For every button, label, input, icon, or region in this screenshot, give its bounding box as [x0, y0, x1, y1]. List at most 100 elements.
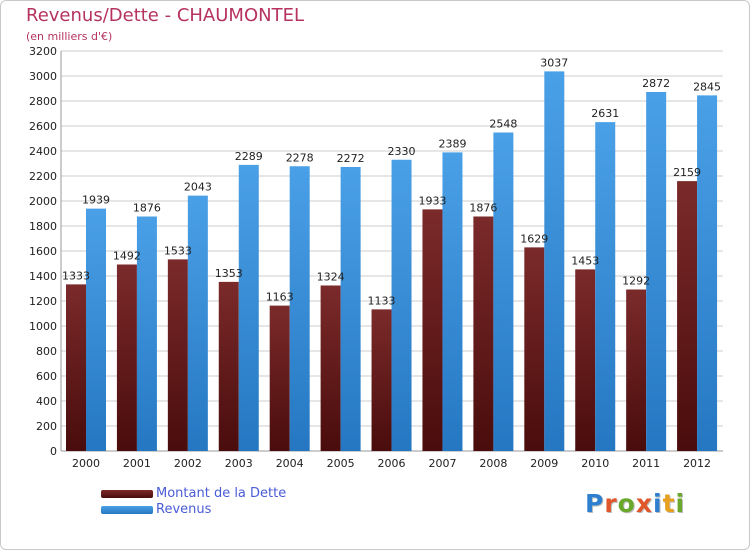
data-label-dette: 1453 [571, 254, 599, 267]
y-tick-label: 2000 [29, 195, 57, 208]
x-axis-ticks: 2000 2001 2002 2003 2004 2005 2006 2007 2008 2009… [72, 457, 711, 470]
data-label-revenus: 1876 [133, 202, 161, 215]
x-tick-label: 2003 [225, 457, 253, 470]
legend-label-revenus: Revenus [156, 502, 212, 517]
y-tick-label: 3200 [29, 45, 57, 58]
data-label-dette: 2159 [673, 166, 701, 179]
y-tick-label: 2400 [29, 145, 57, 158]
x-tick-label: 2006 [378, 457, 406, 470]
bar-dette [473, 216, 494, 451]
data-labels: 1333 1939 1492 1876 1533 2043 1353 2289 1163 2278… [62, 56, 721, 307]
y-tick-label: 2200 [29, 170, 57, 183]
data-label-dette: 1292 [622, 275, 650, 288]
logo-letter: P [585, 489, 605, 518]
legend-swatch-dette [101, 490, 153, 498]
bars [66, 71, 718, 451]
x-tick-label: 2000 [72, 457, 100, 470]
y-tick-label: 1800 [29, 220, 57, 233]
bar-revenus [646, 92, 667, 451]
data-label-revenus: 2548 [489, 118, 517, 131]
y-tick-label: 2800 [29, 95, 57, 108]
x-tick-label: 2010 [581, 457, 609, 470]
y-tick-label: 1400 [29, 270, 57, 283]
bar-dette [66, 284, 86, 451]
y-tick-label: 800 [36, 345, 57, 358]
x-tick-label: 2008 [479, 457, 507, 470]
bar-revenus [697, 95, 718, 451]
bar-revenus [391, 159, 412, 451]
x-tick-label: 2005 [327, 457, 355, 470]
x-tick-label: 2002 [174, 457, 202, 470]
bar-dette [575, 269, 596, 451]
legend-swatch-revenus [101, 506, 153, 514]
proxiti-logo: Proxiti [585, 489, 685, 518]
x-tick-label: 2012 [683, 457, 711, 470]
bar-dette [371, 309, 392, 451]
data-label-dette: 1533 [164, 244, 192, 257]
data-label-revenus: 2278 [286, 151, 314, 164]
data-label-revenus: 2872 [642, 77, 670, 90]
bar-revenus [442, 152, 463, 451]
data-label-dette: 1492 [113, 250, 141, 263]
bar-dette [524, 247, 545, 451]
data-label-revenus: 3037 [540, 56, 568, 69]
data-label-revenus: 2272 [337, 152, 365, 165]
bar-dette [269, 305, 290, 451]
bar-dette [218, 281, 239, 451]
bar-revenus [136, 216, 157, 451]
logo-letter: x [635, 489, 653, 518]
y-tick-label: 2600 [29, 120, 57, 133]
data-label-dette: 1353 [215, 267, 243, 280]
y-tick-label: 1200 [29, 295, 57, 308]
logo-letter: r [604, 489, 618, 518]
bar-revenus [493, 132, 514, 451]
y-tick-label: 400 [36, 395, 57, 408]
y-tick-label: 0 [50, 445, 57, 458]
logo-letter: o [617, 489, 636, 518]
data-label-revenus: 2845 [693, 80, 721, 93]
bar-revenus [544, 71, 565, 451]
bar-dette [167, 259, 188, 451]
bar-revenus [86, 208, 106, 451]
data-label-dette: 1333 [62, 269, 90, 282]
logo-letter: i [653, 489, 663, 518]
data-label-dette: 1133 [368, 294, 396, 307]
bar-dette [320, 285, 341, 451]
bar-dette [626, 289, 647, 451]
x-tick-label: 2007 [428, 457, 456, 470]
data-label-dette: 1629 [520, 232, 548, 245]
data-label-dette: 1876 [469, 202, 497, 215]
x-tick-label: 2009 [530, 457, 558, 470]
y-tick-label: 1000 [29, 320, 57, 333]
y-tick-label: 1600 [29, 245, 57, 258]
data-label-revenus: 2289 [235, 150, 263, 163]
y-axis-ticks: 0 200 400 600 800 1000 1200 1400 1600 1800 2000 220… [29, 45, 57, 458]
bar-revenus [595, 122, 616, 451]
data-label-dette: 1933 [418, 194, 446, 207]
data-label-revenus: 2389 [438, 137, 466, 150]
x-tick-label: 2011 [632, 457, 660, 470]
y-tick-label: 600 [36, 370, 57, 383]
bar-dette [116, 264, 137, 451]
bar-dette [422, 209, 443, 451]
bar-revenus [187, 195, 208, 451]
chart-title: Revenus/Dette - CHAUMONTEL [26, 5, 304, 26]
data-label-dette: 1163 [266, 291, 294, 304]
logo-letter: t [662, 489, 676, 518]
data-label-revenus: 2330 [388, 145, 416, 158]
data-label-revenus: 1939 [82, 194, 110, 207]
legend-label-dette: Montant de la Dette [156, 486, 287, 501]
data-label-dette: 1324 [317, 271, 345, 284]
logo-letter: i [675, 489, 686, 518]
data-label-revenus: 2631 [591, 107, 619, 120]
bar-revenus [289, 166, 310, 451]
y-tick-label: 3000 [29, 70, 57, 83]
y-tick-label: 200 [36, 420, 57, 433]
x-tick-label: 2004 [276, 457, 304, 470]
bar-dette [677, 181, 698, 451]
x-tick-label: 2001 [123, 457, 151, 470]
data-label-revenus: 2043 [184, 181, 212, 194]
chart-subtitle: (en milliers d'€) [26, 30, 113, 43]
